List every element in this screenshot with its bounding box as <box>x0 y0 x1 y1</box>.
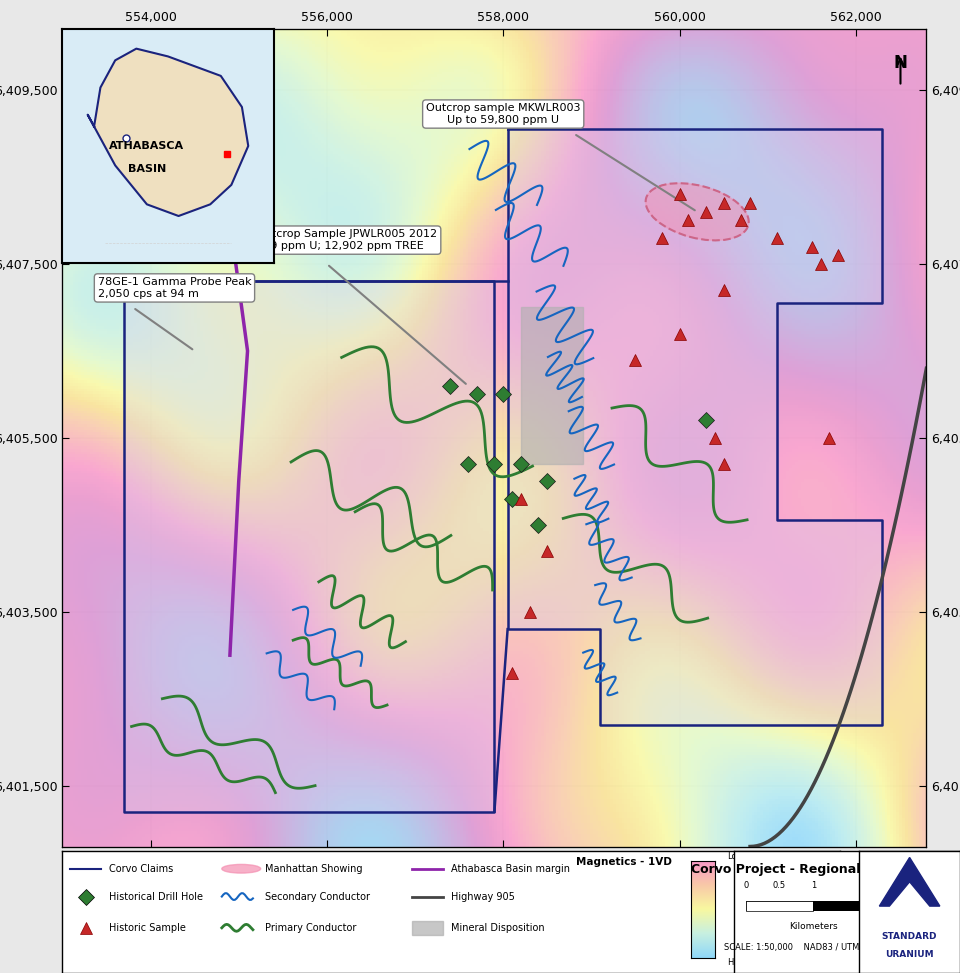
Bar <box>813 901 848 911</box>
Polygon shape <box>879 857 940 906</box>
Text: Low: Low <box>728 852 744 861</box>
Text: N: N <box>894 54 907 72</box>
Text: 1: 1 <box>811 882 816 890</box>
Text: High: High <box>728 958 747 967</box>
Text: Historical Drill Hole: Historical Drill Hole <box>109 891 204 902</box>
Text: Manhattan Showing: Manhattan Showing <box>265 864 362 874</box>
Text: Magnetics - 1VD: Magnetics - 1VD <box>576 857 671 867</box>
Text: Historic Sample: Historic Sample <box>109 922 186 933</box>
Polygon shape <box>508 129 882 725</box>
Text: Primary Conductor: Primary Conductor <box>265 922 356 933</box>
Text: Outcrop sample MKWLR003
Up to 59,800 ppm U: Outcrop sample MKWLR003 Up to 59,800 ppm… <box>426 103 581 125</box>
Bar <box>746 901 881 911</box>
Text: BASIN: BASIN <box>128 164 166 174</box>
Text: STANDARD: STANDARD <box>882 932 937 941</box>
Polygon shape <box>124 281 494 811</box>
Text: Kilometers: Kilometers <box>789 922 838 931</box>
Polygon shape <box>87 49 249 216</box>
Text: 78GE-1 Gamma Probe Peak
2,050 cps at 94 m: 78GE-1 Gamma Probe Peak 2,050 cps at 94 … <box>98 277 252 299</box>
Text: Highway 905: Highway 905 <box>451 891 516 902</box>
Text: ATHABASCA: ATHABASCA <box>109 141 184 151</box>
Text: SCALE: 1:50,000    NAD83 / UTM Zone 13N: SCALE: 1:50,000 NAD83 / UTM Zone 13N <box>724 943 903 952</box>
Ellipse shape <box>646 183 749 240</box>
Text: 2: 2 <box>878 882 883 890</box>
Bar <box>413 920 444 935</box>
Text: 0.5: 0.5 <box>773 882 786 890</box>
Bar <box>521 307 583 464</box>
Bar <box>746 901 813 911</box>
Text: URANIUM: URANIUM <box>885 951 934 959</box>
Text: Mineral Disposition: Mineral Disposition <box>451 922 545 933</box>
Text: Secondary Conductor: Secondary Conductor <box>265 891 370 902</box>
Text: Corvo Project - Regional Magnetics: Corvo Project - Regional Magnetics <box>690 863 936 876</box>
Ellipse shape <box>222 864 261 873</box>
Text: 0: 0 <box>743 882 748 890</box>
Polygon shape <box>62 29 274 263</box>
Text: Athabasca Basin margin: Athabasca Basin margin <box>451 864 570 874</box>
Text: Outcrop Sample JPWLR005 2012
279 ppm U; 12,902 ppm TREE: Outcrop Sample JPWLR005 2012 279 ppm U; … <box>256 230 438 251</box>
Text: Corvo Claims: Corvo Claims <box>109 864 174 874</box>
